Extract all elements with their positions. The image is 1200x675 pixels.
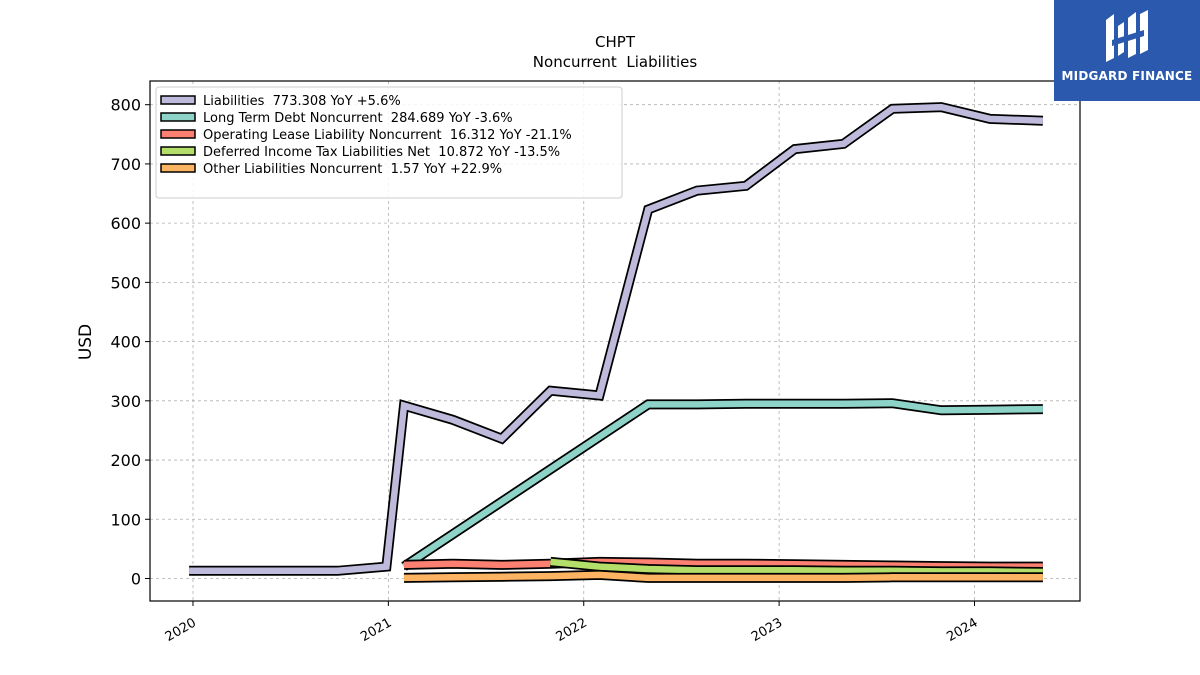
y-tick-label: 0: [131, 569, 141, 588]
legend-swatch: [160, 129, 196, 139]
series-line: [403, 571, 1043, 582]
series-line: [402, 399, 1043, 570]
x-tick-label: 2021: [358, 615, 394, 645]
legend-label: Other Liabilities Noncurrent 1.57 YoY +2…: [203, 162, 502, 177]
legend-swatch: [160, 146, 196, 156]
x-tick-label: 2024: [944, 615, 980, 645]
chart-subtitle: Noncurrent Liabilities: [533, 53, 698, 71]
legend-label: Liabilities 773.308 YoY +5.6%: [203, 94, 401, 109]
series-1: [401, 398, 1043, 571]
y-tick-label: 300: [110, 392, 141, 411]
chart-title: CHPT: [595, 33, 636, 51]
midgard-finance-logo: MIDGARD FINANCE: [1054, 0, 1200, 101]
logo-mark-icon: [1106, 10, 1148, 62]
series-3: [550, 556, 1043, 577]
y-tick-label: 200: [110, 451, 141, 470]
x-tick-label: 2022: [554, 615, 590, 645]
legend-swatch: [160, 95, 196, 105]
legend-label: Operating Lease Liability Noncurrent 16.…: [203, 128, 572, 143]
logo-text: MIDGARD FINANCE: [1061, 69, 1193, 83]
x-tick-label: 2023: [749, 615, 785, 645]
series-line-outline: [401, 398, 1043, 571]
series-line: [550, 558, 1043, 576]
series-line: [403, 558, 1043, 570]
plot-frame: [149, 80, 1081, 602]
legend-label: Deferred Income Tax Liabilities Net 10.8…: [203, 145, 560, 160]
y-tick-label: 500: [110, 273, 141, 292]
y-axis-label: USD: [76, 324, 96, 360]
y-tick-label: 700: [110, 155, 141, 174]
y-tick-label: 800: [110, 96, 141, 115]
x-tick-label: 2020: [163, 615, 199, 645]
series-line: [189, 103, 1044, 575]
y-ticks: 0 100 200 300 400 500 600 700 800: [110, 96, 150, 588]
series-4: [403, 569, 1043, 583]
legend: Liabilities 773.308 YoY +5.6% Long Term D…: [155, 86, 623, 199]
x-ticks: 2020 2021 2022 2023 2024: [163, 601, 980, 645]
y-tick-label: 600: [110, 214, 141, 233]
y-tick-label: 100: [110, 510, 141, 529]
series-0: [189, 102, 1044, 576]
y-tick-label: 400: [110, 333, 141, 352]
legend-box: [155, 86, 623, 199]
series-2: [403, 556, 1043, 572]
legend-swatch: [160, 163, 196, 173]
legend-swatch: [160, 112, 196, 122]
legend-label: Long Term Debt Noncurrent 284.689 YoY -3…: [203, 111, 513, 126]
series-layer: [189, 102, 1044, 583]
